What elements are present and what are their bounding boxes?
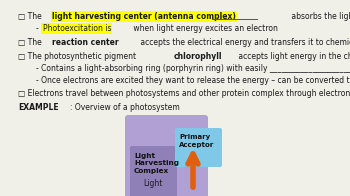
Text: Primary
Acceptor: Primary Acceptor <box>179 134 214 148</box>
Text: - Once electrons are excited they want to release the energy – can be converted : - Once electrons are excited they want t… <box>36 76 350 85</box>
Text: reaction center: reaction center <box>52 38 118 47</box>
Text: chlorophyll: chlorophyll <box>174 52 222 61</box>
Text: □ The: □ The <box>18 12 44 21</box>
Text: accepts the electrical energy and transfers it to chemical energy: accepts the electrical energy and transf… <box>138 38 350 47</box>
Text: when light energy excites an electron: when light energy excites an electron <box>131 24 278 33</box>
Text: accepts light energy in the chloroplast: accepts light energy in the chloroplast <box>236 52 350 61</box>
Text: □ The: □ The <box>18 38 44 47</box>
Text: : Overview of a photosystem: : Overview of a photosystem <box>70 103 180 112</box>
Text: □ Electrons travel between photosystems and other protein complex through electr: □ Electrons travel between photosystems … <box>18 89 350 98</box>
FancyBboxPatch shape <box>125 115 208 196</box>
Text: - Contains a light-absorbing ring (porphyrin ring) with easily _________________: - Contains a light-absorbing ring (porph… <box>36 64 350 73</box>
Text: □ The photosynthetic pigment: □ The photosynthetic pigment <box>18 52 139 61</box>
Text: light harvesting center (antenna complex): light harvesting center (antenna complex… <box>52 12 236 21</box>
Text: Light
Harvesting
Complex: Light Harvesting Complex <box>134 153 179 174</box>
Text: -: - <box>36 24 41 33</box>
FancyBboxPatch shape <box>175 128 222 167</box>
Text: EXAMPLE: EXAMPLE <box>18 103 59 112</box>
Text: absorbs the light energy and turns it into electrical energy: absorbs the light energy and turns it in… <box>289 12 350 21</box>
Text: Photoexcitation is: Photoexcitation is <box>43 24 111 33</box>
FancyBboxPatch shape <box>130 146 177 196</box>
Text: Light: Light <box>143 179 163 188</box>
